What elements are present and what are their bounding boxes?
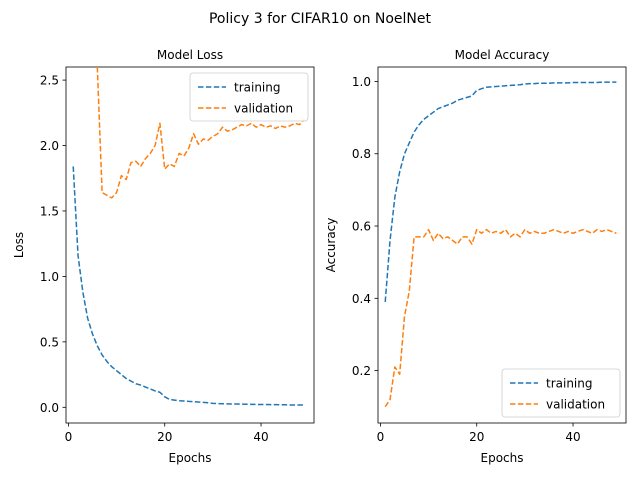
accuracy-validation-line: [384, 228, 617, 408]
loss-y-tick-label: 1.0: [40, 270, 59, 284]
accuracy-y-tick-label: 1.0: [352, 75, 371, 89]
loss-chart-panel: Model Loss Epochs Loss 0 20 40 0.0 0.5 1.0 1.5 2.0…: [12, 48, 315, 465]
accuracy-legend-training-label: training: [546, 377, 593, 391]
loss-y-tick-label: 0.5: [40, 335, 59, 349]
accuracy-legend-box: [501, 368, 621, 418]
accuracy-chart-panel: Model Accuracy Epochs Accuracy 0 20 40 0.2 0.4 0…: [324, 48, 627, 465]
figure-title: Policy 3 for CIFAR10 on NoelNet: [209, 11, 432, 27]
accuracy-x-tick-label: 0: [377, 430, 385, 444]
loss-y-tick-label: 1.5: [40, 204, 59, 218]
loss-training-line: [72, 166, 305, 406]
loss-x-tick-label: 40: [253, 430, 268, 444]
accuracy-x-tick-label: 20: [469, 430, 484, 444]
loss-chart-title: Model Loss: [157, 48, 223, 62]
loss-x-tick-label: 20: [157, 430, 172, 444]
accuracy-training-line: [384, 81, 617, 302]
loss-y-tick-label: 2.5: [40, 74, 59, 88]
accuracy-axes-frame: [377, 66, 627, 424]
loss-legend-box: [189, 72, 309, 122]
accuracy-legend-validation-label: validation: [546, 398, 605, 412]
accuracy-y-tick-label: 0.6: [352, 220, 371, 234]
accuracy-y-tick-label: 0.8: [352, 147, 371, 161]
loss-validation-line: [96, 67, 305, 199]
loss-axes-frame: [65, 66, 315, 424]
loss-legend-validation-label: validation: [234, 102, 293, 116]
accuracy-x-axis-label: Epochs: [481, 451, 524, 465]
loss-x-tick-label: 0: [65, 430, 73, 444]
loss-y-tick-label: 2.0: [40, 139, 59, 153]
accuracy-y-tick-label: 0.2: [352, 364, 371, 378]
accuracy-x-tick-label: 40: [565, 430, 580, 444]
accuracy-legend: training validation: [501, 368, 621, 418]
accuracy-chart-title: Model Accuracy: [455, 48, 550, 62]
loss-x-axis-label: Epochs: [169, 451, 212, 465]
loss-y-tick-label: 0.0: [40, 401, 59, 415]
accuracy-y-tick-label: 0.4: [352, 292, 371, 306]
loss-legend: training validation: [189, 72, 309, 122]
loss-y-axis-label: Loss: [12, 232, 26, 258]
accuracy-y-axis-label: Accuracy: [324, 218, 338, 273]
loss-legend-training-label: training: [234, 81, 281, 95]
